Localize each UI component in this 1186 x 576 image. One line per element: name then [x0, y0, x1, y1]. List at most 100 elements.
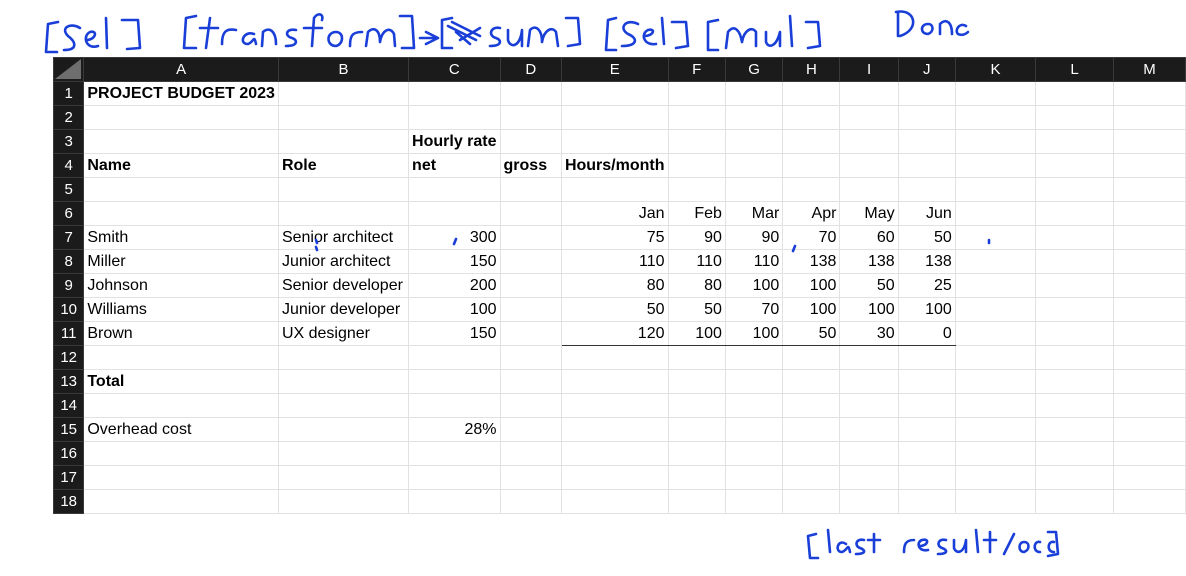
cell-f14[interactable] [667, 393, 726, 418]
cell-b11[interactable]: UX designer [277, 321, 410, 346]
cell-g2[interactable] [724, 105, 784, 130]
cell-l12[interactable] [1035, 345, 1114, 370]
cell-g16[interactable] [724, 441, 784, 466]
cell-l10[interactable] [1035, 297, 1114, 322]
cell-f15[interactable] [667, 417, 726, 442]
column-header-m[interactable]: M [1112, 57, 1186, 82]
cell-d6[interactable] [499, 201, 562, 226]
cell-i2[interactable] [839, 105, 899, 130]
cell-k8[interactable] [954, 249, 1037, 274]
cell-g15[interactable] [724, 417, 784, 442]
cell-f8[interactable]: 110 [667, 249, 726, 274]
column-header-g[interactable]: G [724, 57, 784, 82]
cell-b17[interactable] [277, 465, 410, 490]
cell-i11[interactable]: 30 [839, 321, 899, 346]
cell-d10[interactable] [499, 297, 562, 322]
cell-d3[interactable] [499, 129, 562, 154]
cell-j10[interactable]: 100 [897, 297, 956, 322]
cell-e1[interactable] [560, 81, 669, 106]
cell-h2[interactable] [782, 105, 841, 130]
cell-j13[interactable] [897, 369, 956, 394]
cell-c17[interactable] [408, 465, 501, 490]
column-header-l[interactable]: L [1035, 57, 1114, 82]
row-header-17[interactable]: 17 [52, 465, 85, 490]
cell-m9[interactable] [1112, 273, 1186, 298]
cell-j15[interactable] [897, 417, 956, 442]
cell-a2[interactable] [83, 105, 279, 130]
cell-f4[interactable] [667, 153, 726, 178]
cell-f13[interactable] [667, 369, 726, 394]
cell-e10[interactable]: 50 [560, 297, 669, 322]
cell-l13[interactable] [1035, 369, 1114, 394]
cell-f12[interactable] [667, 345, 726, 370]
cell-e15[interactable] [560, 417, 669, 442]
cell-m15[interactable] [1112, 417, 1186, 442]
cell-i12[interactable] [839, 345, 899, 370]
cell-l2[interactable] [1035, 105, 1114, 130]
cell-a11[interactable]: Brown [83, 321, 279, 346]
cell-h10[interactable]: 100 [782, 297, 841, 322]
cell-b6[interactable] [277, 201, 410, 226]
cell-e5[interactable] [560, 177, 669, 202]
cell-h11[interactable]: 50 [782, 321, 841, 346]
cell-k14[interactable] [954, 393, 1037, 418]
cell-i3[interactable] [839, 129, 899, 154]
cell-b3[interactable] [277, 129, 410, 154]
cell-b4[interactable]: Role [277, 153, 410, 178]
cell-j17[interactable] [897, 465, 956, 490]
cell-c11[interactable]: 150 [408, 321, 501, 346]
cell-b10[interactable]: Junior developer [277, 297, 410, 322]
cell-a10[interactable]: Williams [83, 297, 279, 322]
cell-f10[interactable]: 50 [667, 297, 726, 322]
row-header-8[interactable]: 8 [52, 249, 85, 274]
cell-h3[interactable] [782, 129, 841, 154]
cell-g6[interactable]: Mar [724, 201, 784, 226]
cell-i1[interactable] [839, 81, 899, 106]
cell-a9[interactable]: Johnson [83, 273, 279, 298]
cell-b12[interactable] [277, 345, 410, 370]
cell-f3[interactable] [667, 129, 726, 154]
cell-h18[interactable] [782, 489, 841, 514]
cell-i13[interactable] [839, 369, 899, 394]
cell-g11[interactable]: 100 [724, 321, 784, 346]
cell-j12[interactable] [897, 345, 956, 370]
cell-d17[interactable] [499, 465, 562, 490]
cell-c3[interactable]: Hourly rate [408, 129, 501, 154]
cell-h12[interactable] [782, 345, 841, 370]
cell-d7[interactable] [499, 225, 562, 250]
row-header-5[interactable]: 5 [52, 177, 85, 202]
cell-m18[interactable] [1112, 489, 1186, 514]
cell-m3[interactable] [1112, 129, 1186, 154]
cell-b5[interactable] [277, 177, 410, 202]
row-header-1[interactable]: 1 [52, 81, 85, 106]
cell-f11[interactable]: 100 [667, 321, 726, 346]
cell-k13[interactable] [954, 369, 1037, 394]
cell-d16[interactable] [499, 441, 562, 466]
cell-c18[interactable] [408, 489, 501, 514]
column-header-c[interactable]: C [408, 57, 501, 82]
cell-f1[interactable] [667, 81, 726, 106]
cell-c8[interactable]: 150 [408, 249, 501, 274]
cell-k4[interactable] [954, 153, 1037, 178]
cell-l5[interactable] [1035, 177, 1114, 202]
row-header-6[interactable]: 6 [52, 201, 85, 226]
cell-d8[interactable] [499, 249, 562, 274]
cell-e6[interactable]: Jan [560, 201, 669, 226]
row-header-2[interactable]: 2 [52, 105, 85, 130]
cell-i18[interactable] [839, 489, 899, 514]
cell-a4[interactable]: Name [83, 153, 279, 178]
cell-f7[interactable]: 90 [667, 225, 726, 250]
cell-k17[interactable] [954, 465, 1037, 490]
cell-f9[interactable]: 80 [667, 273, 726, 298]
column-header-a[interactable]: A [83, 57, 279, 82]
cell-e11[interactable]: 120 [560, 321, 669, 346]
cell-m12[interactable] [1112, 345, 1186, 370]
cell-l14[interactable] [1035, 393, 1114, 418]
cell-l3[interactable] [1035, 129, 1114, 154]
cell-k7[interactable] [954, 225, 1037, 250]
cell-a18[interactable] [83, 489, 279, 514]
cell-c14[interactable] [408, 393, 501, 418]
cell-a1[interactable]: PROJECT BUDGET 2023 [83, 81, 279, 106]
cell-f6[interactable]: Feb [667, 201, 726, 226]
cell-m10[interactable] [1112, 297, 1186, 322]
